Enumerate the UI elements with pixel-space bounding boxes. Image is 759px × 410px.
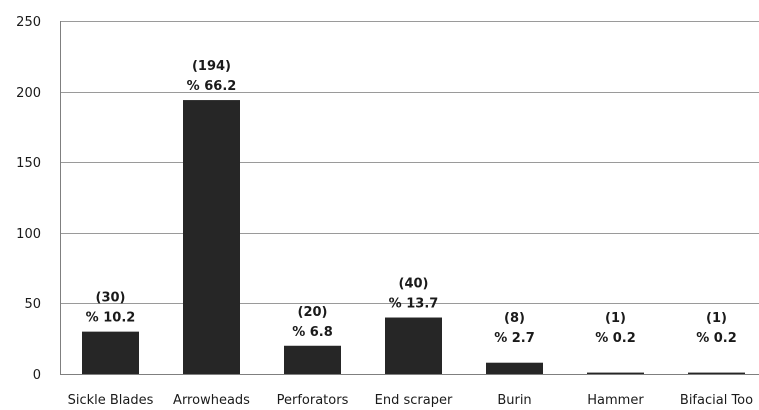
x-tick-label: Perforators <box>277 393 349 408</box>
bars <box>82 100 745 375</box>
y-tick-label: 250 <box>16 15 41 30</box>
y-tick-label: 150 <box>16 156 41 171</box>
y-axis-ticks: 0 50 100 150 200 250 <box>16 15 41 383</box>
data-label-percent: % 2.7 <box>494 331 535 346</box>
x-tick-label: Arrowheads <box>173 393 250 408</box>
y-tick-label: 50 <box>24 297 41 312</box>
x-tick-label: Sickle Blades <box>68 393 154 408</box>
data-label-count: (1) <box>605 311 626 326</box>
bar-end-scraper <box>385 317 442 374</box>
bar-hammer <box>587 372 644 374</box>
x-axis-labels: Sickle Blades Arrowheads Perforators End sc… <box>68 393 754 408</box>
bar-burin <box>486 362 543 374</box>
x-tick-label: End scraper <box>375 393 453 408</box>
x-tick-label: Burin <box>497 393 531 408</box>
data-label-percent: % 10.2 <box>86 311 136 326</box>
bar-sickle-blades <box>82 331 139 374</box>
x-tick-label: Hammer <box>587 393 644 408</box>
bar-arrowheads <box>183 100 240 375</box>
y-tick-label: 200 <box>16 86 41 101</box>
data-labels: (30) % 10.2 (194) % 66.2 (20) % 6.8 (40) % 13.7… <box>86 59 737 346</box>
data-label-count: (30) <box>96 291 126 306</box>
data-label-percent: % 0.2 <box>595 331 636 346</box>
x-tick-label: Bifacial Too <box>680 393 753 408</box>
data-label-count: (194) <box>192 59 231 74</box>
bar-bifacial-too <box>688 372 745 374</box>
data-label-percent: % 13.7 <box>389 297 439 312</box>
data-label-percent: % 0.2 <box>696 331 737 346</box>
data-label-percent: % 66.2 <box>187 79 237 94</box>
y-tick-label: 100 <box>16 227 41 242</box>
data-label-count: (20) <box>298 305 328 320</box>
y-tick-label: 0 <box>33 368 41 383</box>
data-label-percent: % 6.8 <box>292 325 333 340</box>
data-label-count: (1) <box>706 311 727 326</box>
data-label-count: (8) <box>504 311 525 326</box>
gridlines <box>60 21 759 375</box>
bar-perforators <box>284 345 341 374</box>
data-label-count: (40) <box>399 277 429 292</box>
